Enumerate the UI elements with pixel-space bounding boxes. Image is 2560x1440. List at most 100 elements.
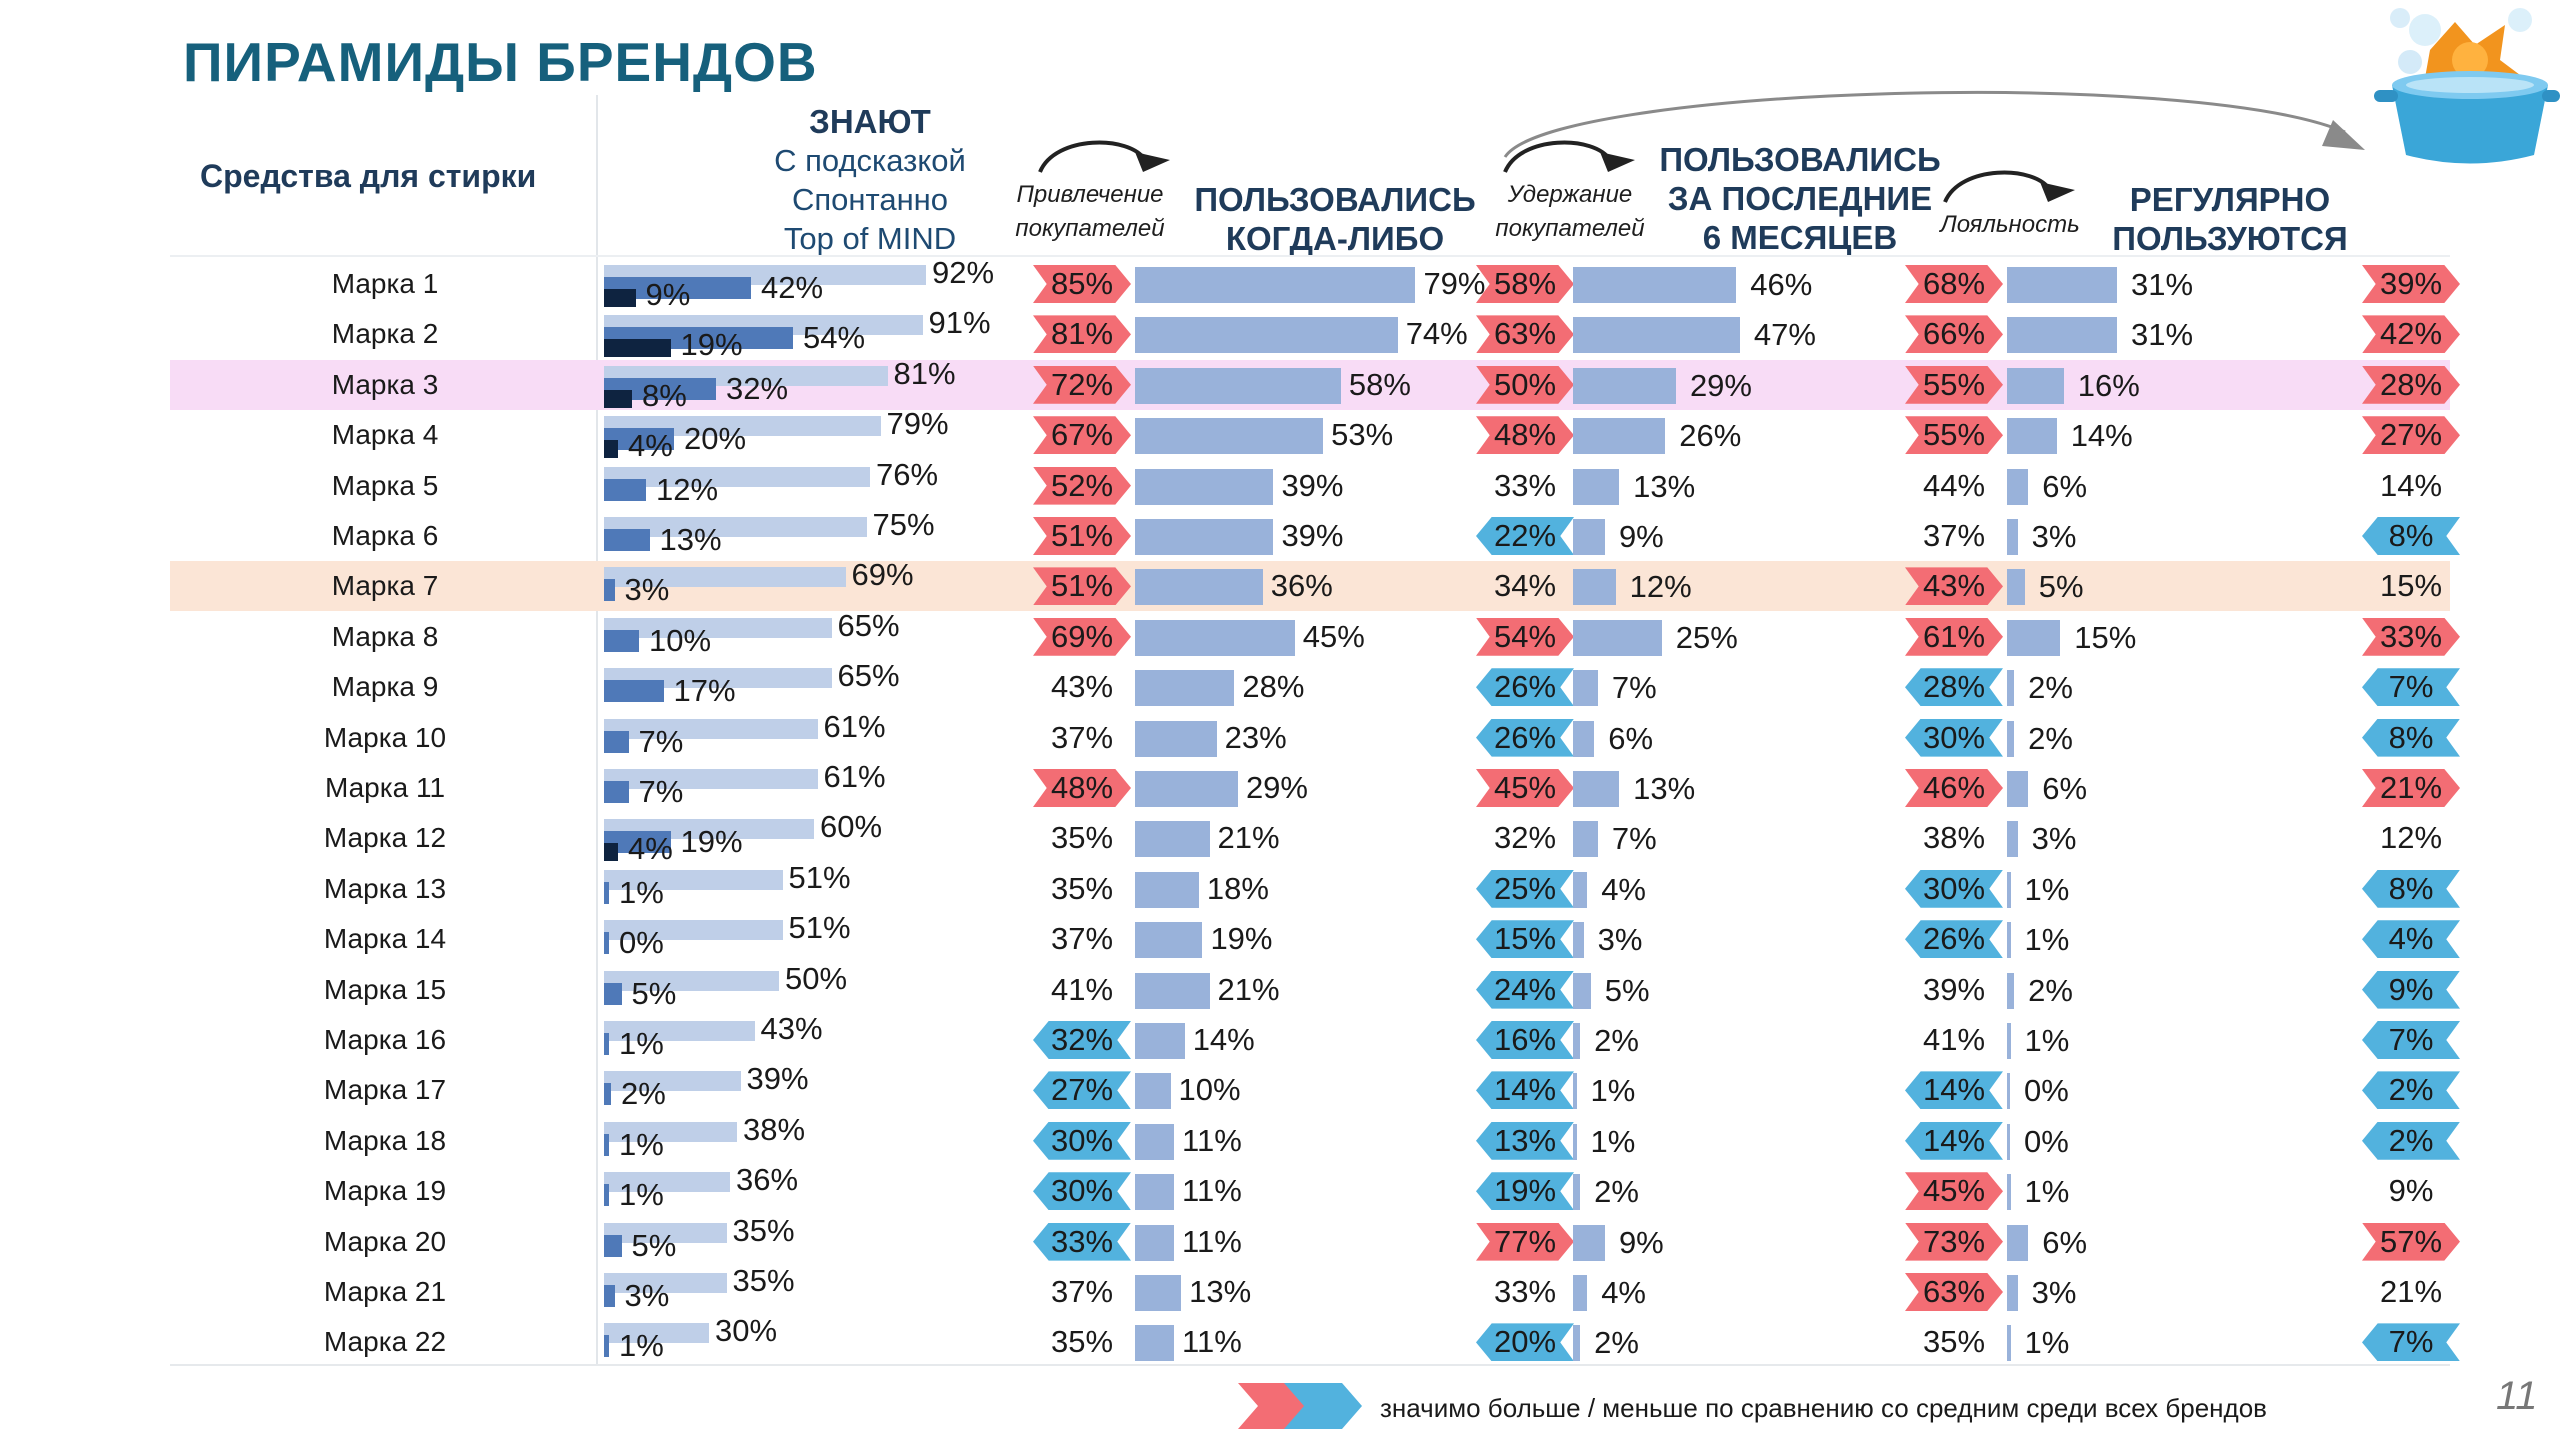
value-used-ever: 39% <box>1281 518 1344 553</box>
badge-loyalty: 28% <box>1905 668 2003 707</box>
value-used-6-months: 6% <box>1608 720 1654 756</box>
badge-regular-conversion: 9% <box>2362 970 2460 1009</box>
value-spontaneous: 20% <box>684 421 747 457</box>
bar-used-6-months <box>1573 418 1666 455</box>
bar-spontaneous <box>604 1184 609 1207</box>
badge-loyalty: 14% <box>1905 1071 2003 1110</box>
curved-arrow-icon <box>1503 140 1635 173</box>
value-spontaneous: 1% <box>619 1026 664 1061</box>
value-spontaneous: 32% <box>726 370 789 406</box>
bar-used-ever <box>1135 670 1235 707</box>
value-top-of-mind: 4% <box>628 831 673 867</box>
badge-regular-conversion: 28% <box>2362 365 2460 404</box>
bar-regular-use <box>2007 972 2015 1009</box>
value-spontaneous: 1% <box>619 874 664 910</box>
value-regular-use: 15% <box>2074 619 2137 655</box>
bar-regular-use <box>2007 670 2015 707</box>
value-prompted: 38% <box>743 1111 806 1147</box>
badge-attraction: 51% <box>1033 567 1131 606</box>
bar-used-ever <box>1135 468 1274 505</box>
bar-used-ever <box>1135 418 1324 455</box>
value-spontaneous: 42% <box>761 270 824 305</box>
badge-attraction: 30% <box>1033 1121 1131 1160</box>
bar-regular-use <box>2007 317 2118 354</box>
bar-used-ever <box>1135 267 1416 303</box>
value-used-6-months: 1% <box>1590 1073 1636 1109</box>
header-divider <box>170 255 2450 257</box>
badge-retention: 26% <box>1476 668 1574 707</box>
badge-regular-conversion: 7% <box>2362 1323 2460 1362</box>
bar-used-6-months <box>1573 317 1740 354</box>
value-prompted: 65% <box>837 658 900 694</box>
value-regular-use: 5% <box>2038 569 2084 605</box>
value-top-of-mind: 19% <box>680 327 743 363</box>
column-separator <box>596 95 598 1365</box>
bar-used-6-months <box>1573 367 1676 404</box>
value-used-6-months: 2% <box>1594 1325 1639 1361</box>
badge-regular-conversion: 2% <box>2362 1121 2460 1160</box>
badge-attraction: 33% <box>1033 1222 1131 1261</box>
value-spontaneous: 5% <box>631 1227 677 1263</box>
bar-spontaneous <box>604 1133 609 1156</box>
value-regular-use: 1% <box>2024 1174 2070 1210</box>
badge-loyalty: 55% <box>1905 365 2003 404</box>
bar-prompted <box>604 1071 741 1092</box>
value-spontaneous: 10% <box>649 622 712 658</box>
page-number: 11 <box>2496 1374 2538 1418</box>
bar-spontaneous <box>604 730 629 753</box>
value-top-of-mind: 4% <box>628 428 673 464</box>
bar-top-of-mind <box>604 843 618 862</box>
badge-retention: 16% <box>1476 1021 1574 1059</box>
badge-loyalty: 45% <box>1905 1172 2003 1211</box>
brand-label: Марка 16 <box>323 1024 447 1055</box>
brand-label: Марка 7 <box>331 570 439 602</box>
bar-used-6-months <box>1573 1275 1588 1311</box>
badge-retention: 77% <box>1476 1222 1574 1261</box>
bar-used-ever <box>1135 367 1341 404</box>
brand-label: Марка 11 <box>324 772 446 803</box>
badge-attraction: 30% <box>1033 1172 1131 1211</box>
brand-label: Марка 21 <box>323 1276 447 1307</box>
value-used-6-months: 7% <box>1611 670 1657 706</box>
value-spontaneous: 7% <box>638 723 684 759</box>
bar-used-ever <box>1135 619 1295 656</box>
brand-label: Марка 17 <box>323 1074 447 1106</box>
bar-used-6-months <box>1573 619 1662 656</box>
badge-regular-conversion: 9% <box>2388 1173 2434 1209</box>
value-prompted: 50% <box>785 960 848 996</box>
badge-loyalty: 26% <box>1905 920 2003 959</box>
brand-label: Марка 2 <box>331 318 439 350</box>
value-prompted: 76% <box>876 456 939 492</box>
bar-top-of-mind <box>604 389 632 408</box>
brand-label: Марка 22 <box>323 1326 447 1358</box>
bar-regular-use <box>2007 267 2118 303</box>
value-used-ever: 11% <box>1182 1324 1242 1360</box>
badge-loyalty: 30% <box>1905 718 2003 757</box>
badge-retention: 13% <box>1476 1121 1574 1160</box>
badge-regular-conversion: 27% <box>2362 416 2460 455</box>
header-conversion-attraction: Привлечение покупателей <box>1015 181 1165 242</box>
badge-attraction: 27% <box>1033 1071 1131 1110</box>
badge-retention: 32% <box>1493 820 1557 856</box>
badge-retention: 24% <box>1476 970 1574 1009</box>
value-used-ever: 11% <box>1182 1173 1242 1209</box>
badge-loyalty: 30% <box>1905 869 2003 908</box>
value-used-6-months: 4% <box>1601 871 1646 907</box>
badge-retention: 15% <box>1476 920 1574 959</box>
brand-label: Марка 5 <box>331 469 439 501</box>
badge-retention: 63% <box>1476 315 1574 354</box>
brand-label: Марка 9 <box>331 671 439 703</box>
bar-used-ever <box>1135 519 1274 555</box>
bar-regular-use <box>2007 1325 2011 1362</box>
badge-loyalty: 44% <box>1922 467 1986 503</box>
value-regular-use: 1% <box>2024 871 2070 907</box>
value-used-6-months: 26% <box>1679 418 1742 454</box>
value-used-ever: 13% <box>1189 1274 1252 1309</box>
bar-regular-use <box>2007 1123 2010 1160</box>
page-title: ПИРАМИДЫ БРЕНДОВ <box>183 31 818 93</box>
badge-attraction: 48% <box>1033 769 1131 807</box>
bar-used-6-months <box>1573 821 1598 858</box>
badge-loyalty: 46% <box>1905 769 2003 807</box>
value-regular-use: 3% <box>2031 821 2077 857</box>
curved-arrow-icon <box>1038 140 1170 173</box>
